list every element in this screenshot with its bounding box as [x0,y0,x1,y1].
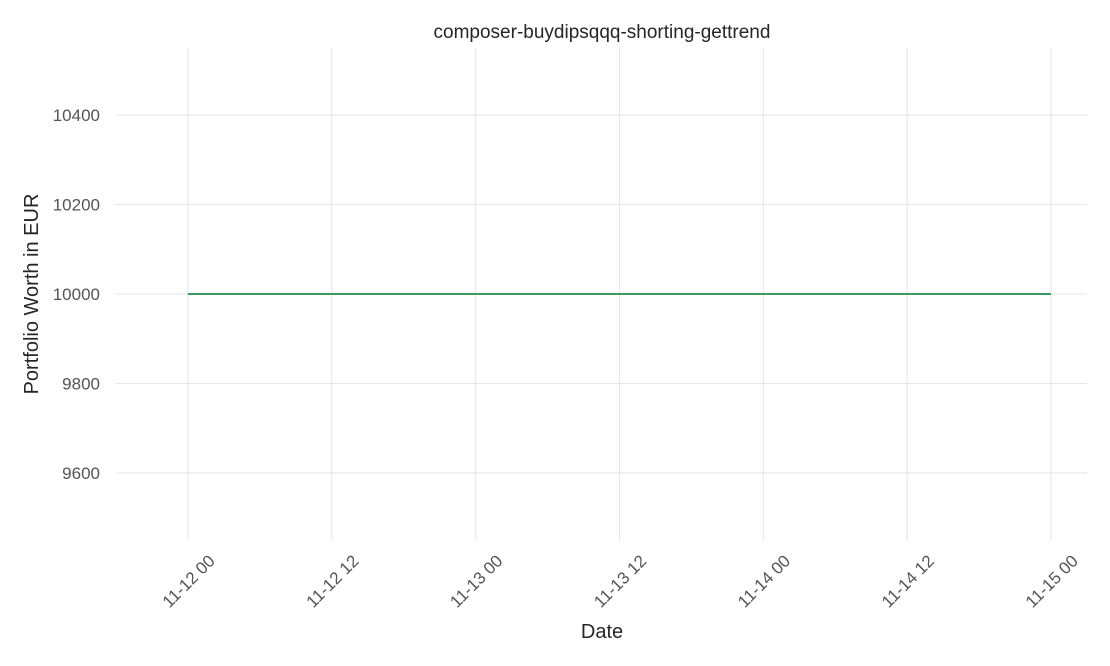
x-axis-label: Date [581,621,623,643]
x-axis-ticks: 11-12 00 11-12 12 11-13 00 11-13 12 11-14 00… [159,551,1082,611]
x-tick-label: 11-12 00 [159,551,219,611]
chart-title: composer-buydipsqqq-shorting-gettrend [434,22,771,43]
y-tick-label: 9800 [62,374,100,393]
x-tick-label: 11-15 00 [1022,551,1082,611]
x-tick-label: 11-13 12 [590,551,650,611]
y-tick-label: 10200 [53,196,100,215]
y-tick-label: 10000 [53,285,100,304]
x-tick-label: 11-12 12 [303,551,363,611]
x-tick-label: 11-13 00 [446,551,506,611]
y-tick-label: 9600 [62,464,100,483]
y-axis-label: Portfolio Worth in EUR [21,194,43,395]
y-tick-label: 10400 [53,106,100,125]
x-tick-label: 11-14 12 [878,551,938,611]
x-tick-label: 11-14 00 [734,551,794,611]
y-axis-ticks: 9600 9800 10000 10200 10400 [53,106,100,483]
